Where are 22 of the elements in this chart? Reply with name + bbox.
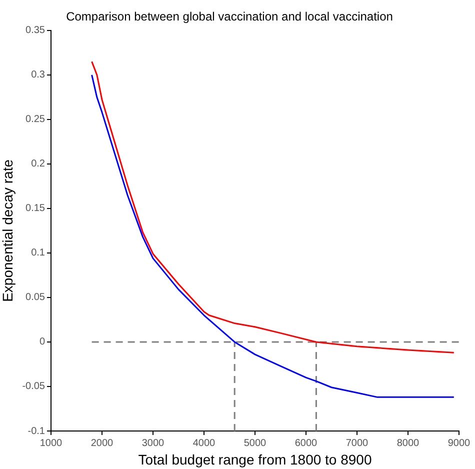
x-axis-title: Total budget range from 1800 to 8900 xyxy=(138,451,372,468)
y-tick-label: -0.05 xyxy=(22,381,46,392)
chart-title: Comparison between global vaccination and local vaccination xyxy=(66,10,393,24)
y-tick-label: 0.3 xyxy=(31,70,46,81)
y-tick-label: 0.15 xyxy=(26,203,46,214)
y-tick-label: 0 xyxy=(39,336,46,348)
x-tick-label: 7000 xyxy=(346,438,369,449)
x-tick-label: 4000 xyxy=(192,438,216,449)
y-tick-label: 0.35 xyxy=(26,25,46,36)
x-tick-label: 9000 xyxy=(448,438,471,449)
y-tick-label: 0.25 xyxy=(26,114,46,126)
x-tick-label: 3000 xyxy=(142,438,165,449)
y-tick-label: 0.1 xyxy=(31,248,46,259)
y-tick-label: -0.1 xyxy=(28,426,46,437)
y-axis-title: Exponential decay rate xyxy=(0,159,16,302)
x-tick-label: 5000 xyxy=(244,438,267,449)
y-tick-label: 0.05 xyxy=(26,292,46,304)
x-tick-label: 6000 xyxy=(294,438,318,449)
y-tick-label: 0.2 xyxy=(31,158,46,170)
x-tick-label: 2000 xyxy=(90,438,114,449)
x-tick-label: 1000 xyxy=(40,438,63,449)
x-tick-label: 8000 xyxy=(396,438,420,449)
